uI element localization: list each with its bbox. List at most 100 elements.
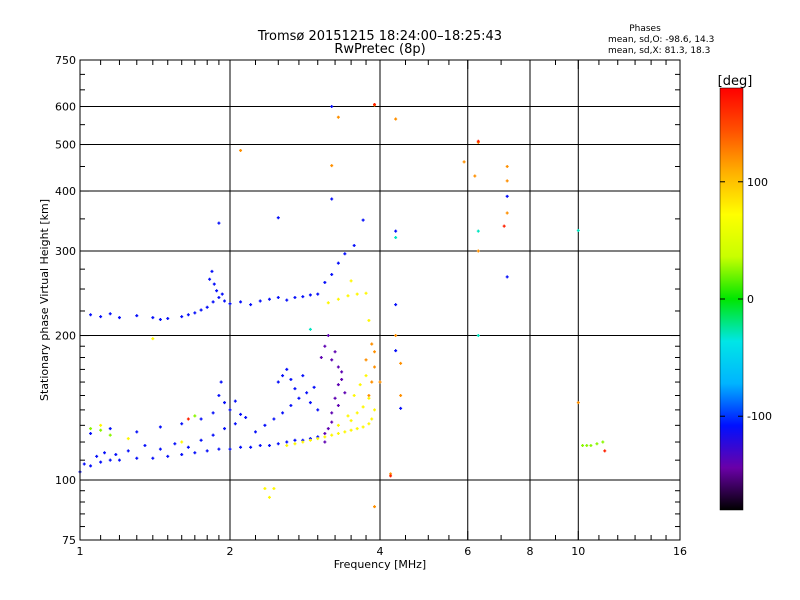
data-point (228, 408, 232, 412)
data-point (476, 334, 480, 338)
colorbar-tick-label: 100 (747, 176, 768, 189)
data-point (208, 277, 212, 281)
data-point (336, 297, 340, 301)
data-point (276, 442, 280, 446)
data-point (323, 440, 327, 444)
data-point (326, 334, 330, 338)
data-point (199, 417, 203, 421)
data-point (263, 487, 267, 491)
data-point (370, 417, 374, 421)
stats-o-line: mean, sd,O: -98.6, 14.3 (608, 35, 714, 45)
data-point (361, 425, 365, 429)
data-point (361, 405, 365, 409)
data-point (367, 396, 371, 400)
data-point (361, 218, 365, 222)
y-tick-label: 750 (55, 54, 76, 67)
data-point (293, 438, 297, 442)
data-point (349, 419, 353, 423)
data-point (180, 453, 184, 457)
data-point (126, 449, 130, 453)
data-point (239, 148, 243, 152)
data-point (199, 438, 203, 442)
data-point (99, 315, 103, 319)
data-point (333, 396, 337, 400)
data-point (186, 313, 190, 317)
colorbar-tick-label: 0 (747, 293, 754, 306)
data-point (476, 249, 480, 253)
data-point (211, 300, 215, 304)
data-point (215, 289, 219, 293)
data-point (108, 433, 112, 437)
data-point (336, 261, 340, 265)
data-point (89, 427, 93, 431)
data-point (281, 411, 285, 415)
data-point (373, 350, 377, 354)
data-point (135, 430, 139, 434)
y-tick-label: 400 (55, 185, 76, 198)
data-point (373, 365, 377, 369)
data-point (373, 102, 377, 106)
chart-title: Tromsø 20151215 18:24:00–18:25:43 (257, 29, 502, 44)
axis-ticks (79, 59, 681, 541)
data-point (330, 358, 334, 362)
data-point (476, 229, 480, 233)
data-point (89, 313, 93, 317)
data-point (330, 420, 334, 424)
data-point (462, 160, 466, 164)
data-point (285, 367, 289, 371)
y-tick-label: 75 (62, 534, 76, 547)
data-point (336, 432, 340, 436)
data-point (340, 370, 344, 374)
data-point (220, 292, 224, 296)
data-point (199, 308, 203, 312)
data-point (399, 361, 403, 365)
data-point (389, 474, 393, 478)
data-point (82, 462, 86, 466)
data-point (217, 447, 221, 451)
data-point (330, 411, 334, 415)
data-point (370, 342, 374, 346)
data-point (603, 449, 607, 453)
data-point (95, 454, 99, 458)
data-point (205, 305, 209, 309)
x-tick-labels: 1 2 4 6 8 10 16 (77, 545, 688, 558)
data-point (285, 298, 289, 302)
data-point (211, 433, 215, 437)
data-point (326, 427, 330, 431)
data-point (293, 387, 297, 391)
data-point (151, 337, 155, 341)
data-point (576, 229, 580, 233)
data-point (276, 380, 280, 384)
data-point (330, 105, 334, 109)
x-tick-label: 6 (464, 545, 471, 558)
data-point (267, 297, 271, 301)
data-point (343, 391, 347, 395)
data-point (267, 444, 271, 448)
data-point (323, 435, 327, 439)
data-point (297, 396, 301, 400)
data-point (263, 423, 267, 427)
y-tick-label: 300 (55, 245, 76, 258)
grid-lines (80, 60, 680, 540)
data-point (258, 444, 262, 448)
data-point (355, 292, 359, 296)
colorbar-label: [deg] (718, 74, 753, 89)
data-point (343, 252, 347, 256)
data-point (364, 374, 368, 378)
data-point (239, 412, 243, 416)
data-point (399, 406, 403, 410)
data-point (581, 444, 585, 448)
data-point (180, 440, 184, 444)
data-point (355, 411, 359, 415)
data-point (135, 456, 139, 460)
data-point (476, 139, 480, 143)
data-point (330, 433, 334, 437)
data-point (223, 427, 227, 431)
data-point (239, 445, 243, 449)
data-point (308, 401, 312, 405)
data-point (330, 273, 334, 277)
data-point (228, 302, 232, 306)
data-point (323, 280, 327, 284)
data-point (103, 451, 107, 455)
